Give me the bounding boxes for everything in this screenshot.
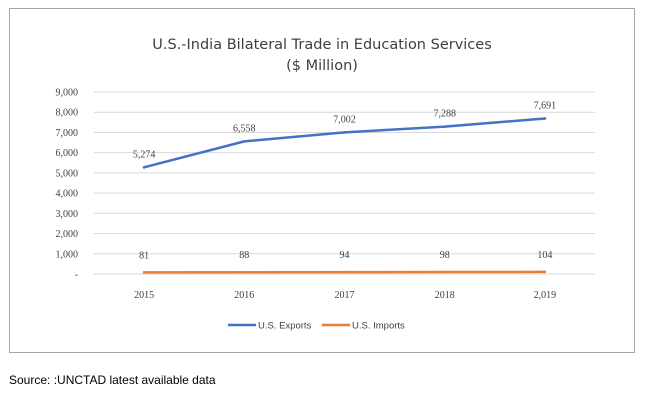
data-label: 104 bbox=[537, 250, 552, 261]
y-tick-label: 3,000 bbox=[56, 209, 79, 220]
x-tick-label: 2,019 bbox=[534, 290, 557, 301]
chart-frame: U.S.-India Bilateral Trade in Education … bbox=[9, 8, 635, 353]
data-point bbox=[243, 270, 246, 274]
data-point bbox=[543, 270, 547, 274]
series-line-exports bbox=[142, 117, 547, 169]
data-point bbox=[443, 270, 447, 274]
data-point bbox=[443, 125, 447, 128]
data-point bbox=[243, 140, 246, 143]
data-label: 81 bbox=[139, 250, 149, 261]
legend-label: U.S. Exports bbox=[258, 321, 312, 332]
data-point bbox=[543, 117, 547, 120]
data-point bbox=[343, 270, 346, 274]
y-tick-label: 8,000 bbox=[56, 108, 79, 119]
data-labels: 5,274 6,558 7,002 7,288 7,691 81 88 94 98 104 bbox=[133, 100, 556, 261]
y-tick-label: 2,000 bbox=[56, 229, 79, 240]
x-tick-label: 2017 bbox=[335, 290, 355, 301]
y-tick-label: 7,000 bbox=[56, 128, 79, 139]
data-label: 5,274 bbox=[133, 149, 156, 160]
x-tick-label: 2016 bbox=[234, 290, 254, 301]
y-axis-ticks: - 1,000 2,000 3,000 4,000 5,000 6,000 7,000 8,00… bbox=[56, 88, 79, 281]
chart-title: U.S.-India Bilateral Trade in Education … bbox=[152, 37, 492, 53]
series-layer bbox=[142, 117, 547, 274]
data-label: 7,288 bbox=[433, 109, 456, 120]
data-label: 6,558 bbox=[233, 123, 256, 134]
data-label: 7,691 bbox=[534, 100, 557, 111]
data-label: 94 bbox=[340, 250, 350, 261]
x-tick-label: 2015 bbox=[134, 290, 154, 301]
x-axis-ticks: 2015 2016 2017 2018 2,019 bbox=[134, 290, 556, 301]
data-label: 7,002 bbox=[333, 114, 356, 125]
data-label: 88 bbox=[239, 250, 249, 261]
y-tick-label: 9,000 bbox=[56, 88, 79, 99]
x-tick-label: 2018 bbox=[435, 290, 455, 301]
data-point bbox=[343, 131, 346, 134]
chart-subtitle: ($ Million) bbox=[286, 58, 358, 74]
data-label: 98 bbox=[440, 250, 450, 261]
data-point bbox=[142, 271, 146, 274]
source-note: Source: :UNCTAD latest available data bbox=[9, 373, 216, 387]
y-tick-label: 5,000 bbox=[56, 168, 79, 179]
legend-label: U.S. Imports bbox=[352, 321, 405, 332]
line-chart: U.S.-India Bilateral Trade in Education … bbox=[56, 37, 595, 332]
y-tick-label: 4,000 bbox=[56, 189, 79, 200]
y-tick-label: 6,000 bbox=[56, 148, 79, 159]
gridlines bbox=[94, 91, 595, 275]
y-tick-label: 1,000 bbox=[56, 249, 79, 260]
y-tick-label: - bbox=[75, 270, 78, 281]
data-point bbox=[142, 166, 146, 169]
legend: U.S. Exports U.S. Imports bbox=[228, 321, 405, 332]
